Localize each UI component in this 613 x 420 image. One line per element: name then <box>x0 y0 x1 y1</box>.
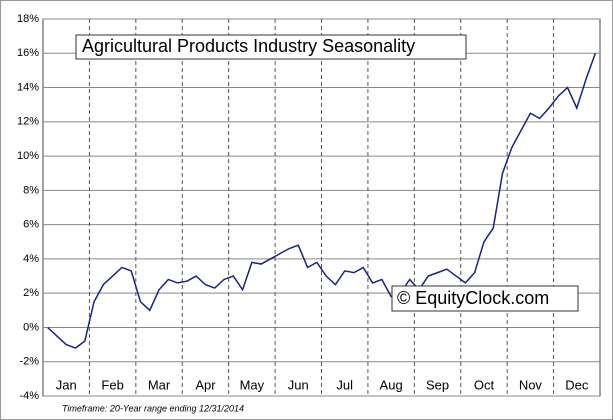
annotation: © EquityClock.com <box>397 288 549 308</box>
x-tick-label: Jul <box>336 377 353 392</box>
y-tick-label: -2% <box>19 356 39 368</box>
x-tick-label: Aug <box>380 377 403 392</box>
x-tick-label: Dec <box>565 377 589 392</box>
y-tick-label: 8% <box>23 184 39 196</box>
chart-title: Agricultural Products Industry Seasonali… <box>82 36 415 56</box>
x-tick-label: Mar <box>148 377 171 392</box>
y-tick-label: 10% <box>17 150 39 162</box>
x-tick-label: May <box>240 377 265 392</box>
y-tick-label: 16% <box>17 47 39 59</box>
annotation-box <box>391 285 579 312</box>
x-tick-label: Nov <box>519 377 543 392</box>
y-tick-label: 18% <box>17 13 39 25</box>
x-tick-label: Feb <box>101 377 123 392</box>
plot-area <box>42 18 601 397</box>
y-tick-label: 14% <box>17 81 39 93</box>
y-tick-label: 6% <box>23 219 39 231</box>
x-tick-label: Sep <box>426 377 449 392</box>
y-tick-label: 0% <box>23 321 39 333</box>
y-tick-label: 2% <box>23 287 39 299</box>
y-tick-label: -4% <box>19 390 39 402</box>
title-box <box>75 34 467 60</box>
x-tick-label: Oct <box>474 377 495 392</box>
line-series <box>47 53 597 349</box>
footnote: Timeframe: 20-Year range ending 12/31/20… <box>62 403 244 413</box>
x-tick-label: Jan <box>56 377 77 392</box>
y-tick-label: 12% <box>17 116 39 128</box>
x-tick-label: Apr <box>195 377 216 392</box>
x-tick-label: Jun <box>288 377 309 392</box>
y-tick-label: 4% <box>23 253 39 265</box>
